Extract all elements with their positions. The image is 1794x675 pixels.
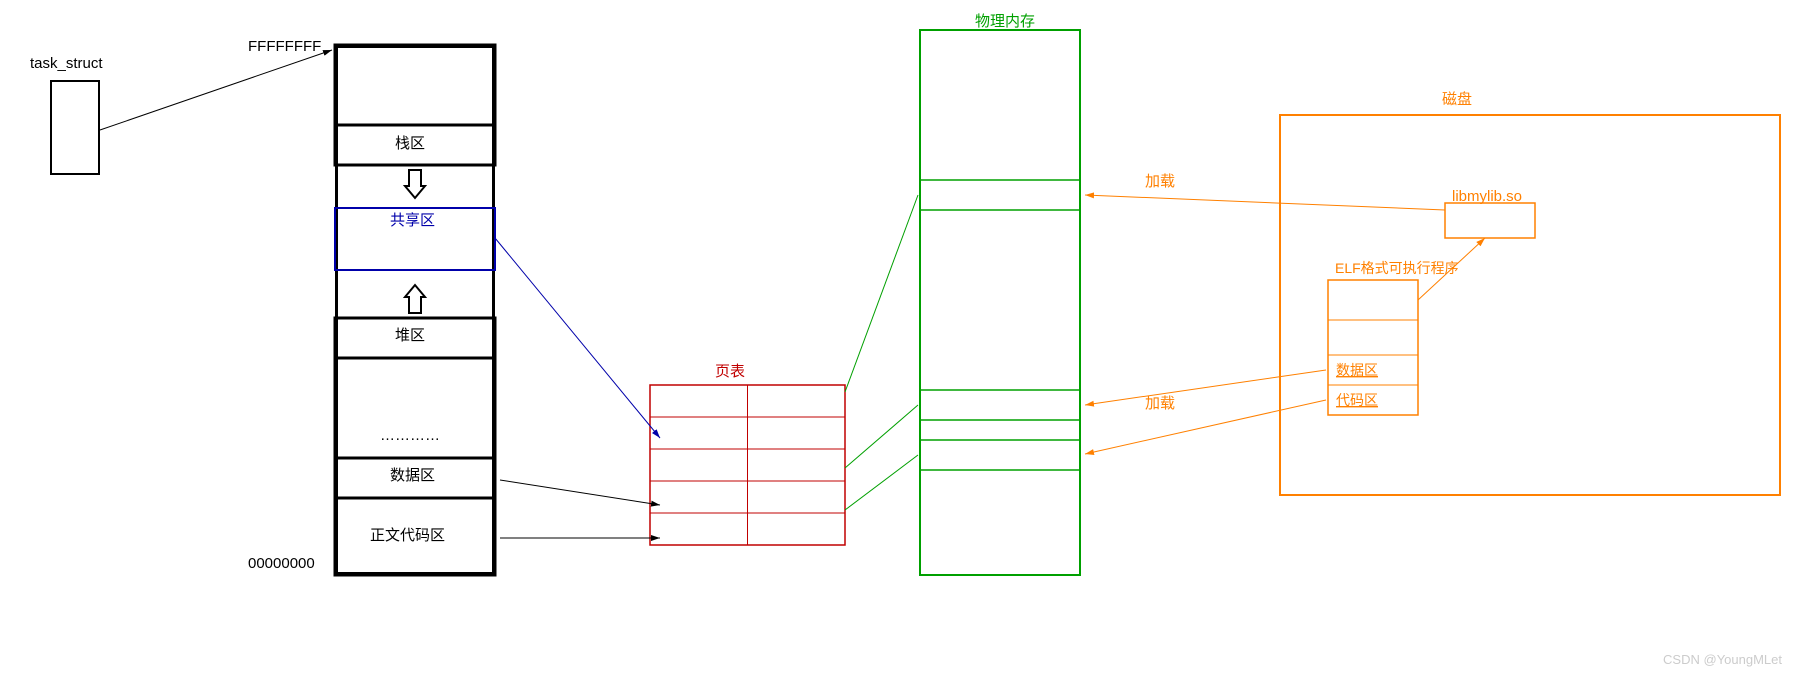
svg-text:数据区: 数据区 xyxy=(1336,362,1378,378)
address-space xyxy=(335,45,495,575)
physical-memory-title: 物理内存 xyxy=(975,10,1035,31)
addr-top-label: FFFFFFFF xyxy=(248,38,321,55)
disk-title: 磁盘 xyxy=(1442,88,1472,109)
load-label-1: 加载 xyxy=(1145,170,1175,191)
task-struct-label: task_struct xyxy=(30,55,103,72)
page-table-title: 页表 xyxy=(715,360,745,381)
elf-title: ELF格式可执行程序 xyxy=(1335,258,1459,278)
load-label-2: 加载 xyxy=(1145,392,1175,413)
svg-text:代码区: 代码区 xyxy=(1336,392,1378,408)
diagram-svg: 栈区共享区堆区…………数据区正文代码区数据区代码区 xyxy=(0,0,1794,675)
task-struct-box xyxy=(50,80,100,175)
lib-label: libmylib.so xyxy=(1452,188,1522,205)
watermark: CSDN @YoungMLet xyxy=(1663,652,1782,667)
addr-bottom-label: 00000000 xyxy=(248,555,315,572)
